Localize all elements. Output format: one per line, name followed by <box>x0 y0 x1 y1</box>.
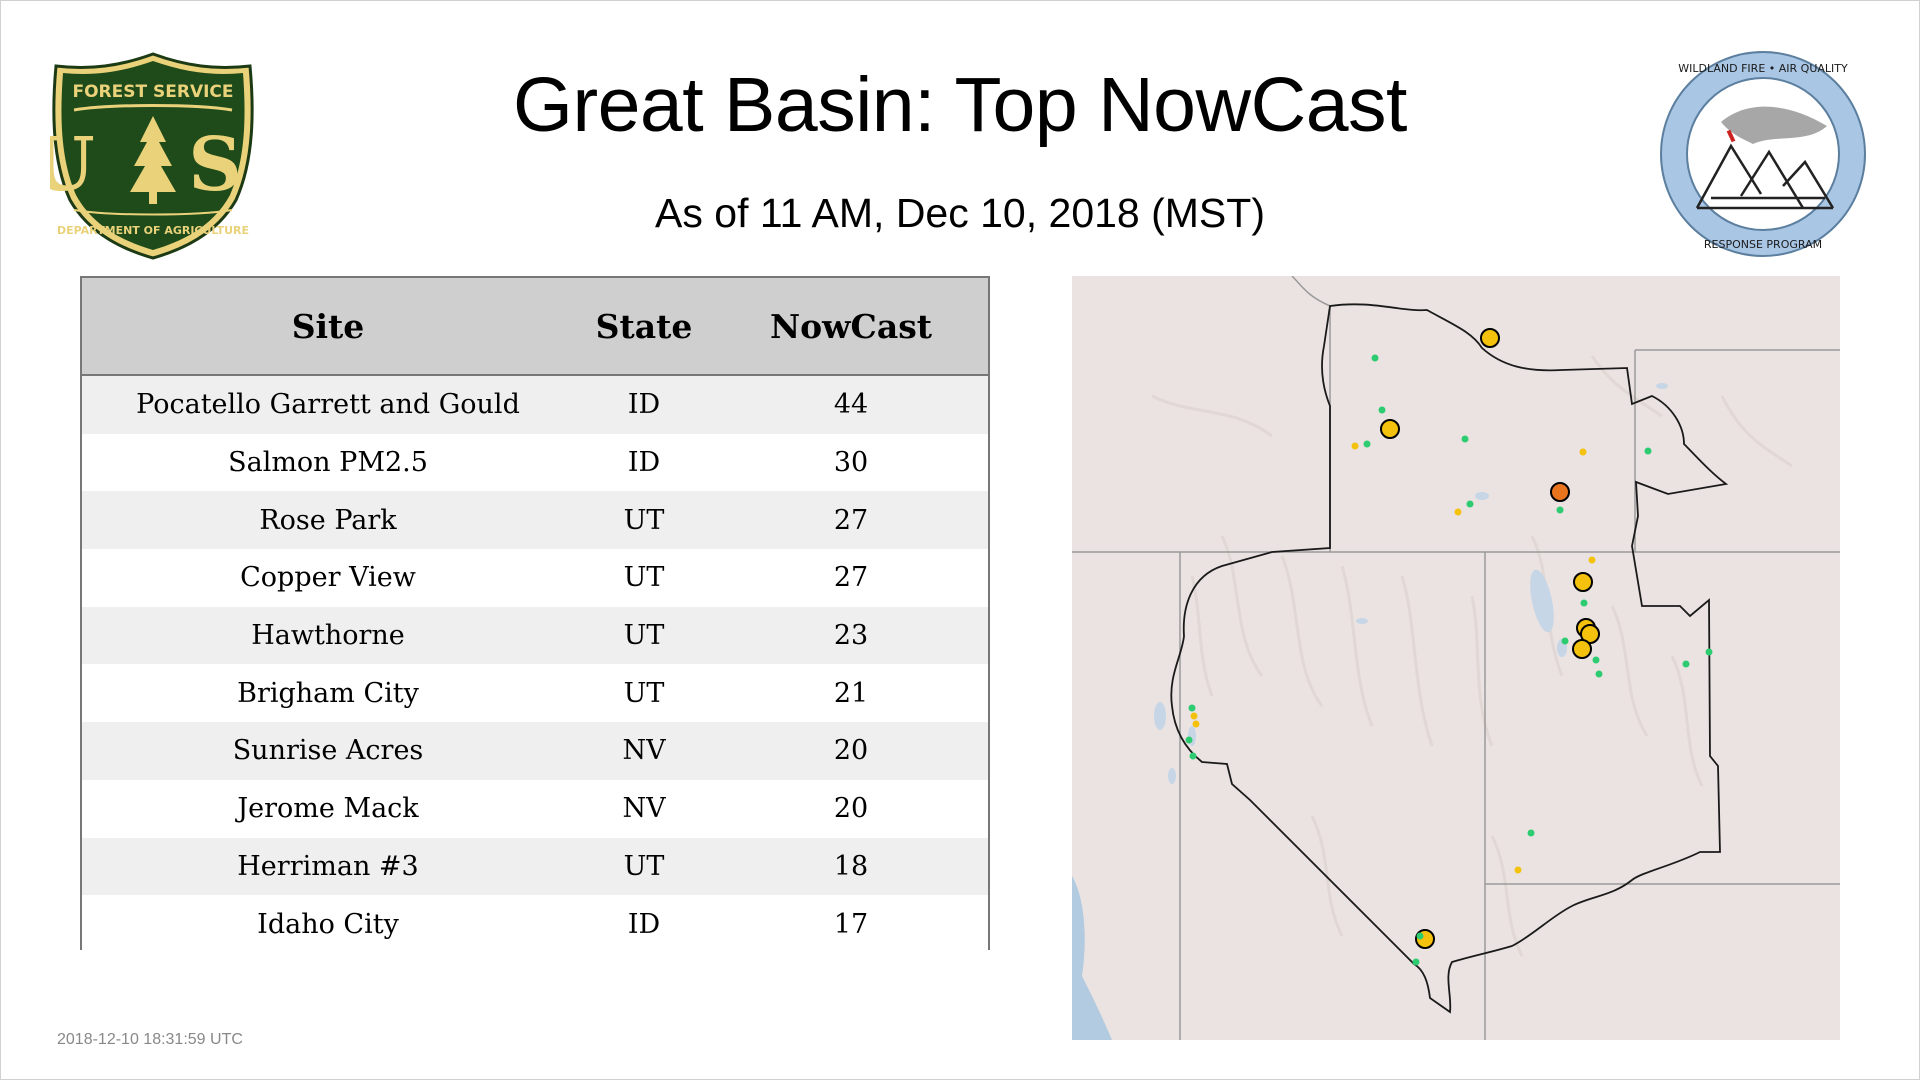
table-row: Jerome Mack NV 20 <box>82 779 988 838</box>
site-marker-small-moderate <box>1190 712 1198 720</box>
site-cell: Herriman #3 <box>237 850 419 882</box>
wfaq-top-text: WILDLAND FIRE • AIR QUALITY <box>1678 62 1848 75</box>
site-marker-moderate[interactable] <box>1480 328 1500 348</box>
site-marker-usg[interactable] <box>1550 482 1570 502</box>
site-marker-small-moderate <box>1579 448 1587 456</box>
site-marker-moderate[interactable] <box>1572 639 1592 659</box>
nowcast-cell: 20 <box>833 793 869 825</box>
nowcast-ranking-table: Site State NowCast Pocatello Garrett and… <box>80 276 990 953</box>
table-row: Copper View UT 27 <box>82 549 988 607</box>
nowcast-cell: 18 <box>833 850 869 882</box>
great-basin-boundary <box>1170 303 1729 1014</box>
site-marker-small-good <box>1561 637 1569 645</box>
table-row: Idaho City ID 17 <box>82 895 988 953</box>
nowcast-cell: 27 <box>833 562 869 594</box>
wfaq-bottom-text: RESPONSE PROGRAM <box>1704 238 1822 251</box>
table-row: Brigham City UT 21 <box>82 664 988 723</box>
nowcast-cell: 23 <box>833 620 869 652</box>
site-cell: Pocatello Garrett and Gould <box>136 389 520 421</box>
lakes <box>1154 383 1668 784</box>
site-marker-small-good <box>1412 958 1420 966</box>
site-marker-small-moderate <box>1588 556 1596 564</box>
state-cell: UT <box>623 620 665 652</box>
monitor-sites[interactable] <box>1185 328 1713 966</box>
nowcast-cell: 20 <box>833 735 869 767</box>
state-borders <box>1072 276 1840 1040</box>
timestamp: 2018-12-10 18:31:59 UTC <box>57 1031 243 1048</box>
site-marker-small-good <box>1592 656 1600 664</box>
table-header: Site State NowCast <box>82 278 988 376</box>
site-marker-small-good <box>1644 447 1652 455</box>
nowcast-cell: 17 <box>833 908 869 940</box>
page-title: Great Basin: Top NowCast <box>513 62 1407 148</box>
site-cell: Hawthorne <box>251 620 405 652</box>
mountain-icon <box>1695 143 1835 210</box>
state-cell: UT <box>623 504 665 536</box>
pacific-ocean <box>1072 876 1112 1040</box>
site-marker-small-good <box>1185 736 1193 744</box>
state-cell: UT <box>623 850 665 882</box>
site-marker-small-good <box>1416 932 1424 940</box>
site-cell: Brigham City <box>237 677 419 709</box>
nowcast-cell: 21 <box>833 677 869 709</box>
site-marker-small-good <box>1556 506 1564 514</box>
site-cell: Jerome Mack <box>237 793 419 825</box>
table-row: Pocatello Garrett and Gould ID 44 <box>82 376 988 434</box>
usfs-top-text: FOREST SERVICE <box>72 82 233 102</box>
site-marker-moderate[interactable] <box>1573 572 1593 592</box>
table-row: Salmon PM2.5 ID 30 <box>82 433 988 492</box>
state-cell: NV <box>622 793 666 825</box>
site-marker-small-good <box>1466 500 1474 508</box>
usfs-shield-logo: FOREST SERVICE U S DEPARTMENT OF AGRICUL… <box>50 52 254 260</box>
column-header-state: State <box>595 306 693 346</box>
state-cell: UT <box>623 562 665 594</box>
site-marker-small-good <box>1189 752 1197 760</box>
site-marker-small-good <box>1527 829 1535 837</box>
site-marker-small-good <box>1363 440 1371 448</box>
map-terrain <box>1072 276 1840 1040</box>
site-marker-small-moderate <box>1454 508 1462 516</box>
nowcast-cell: 44 <box>833 389 869 421</box>
site-cell: Idaho City <box>257 908 399 940</box>
site-cell: Rose Park <box>259 504 397 536</box>
table-row: Rose Park UT 27 <box>82 491 988 550</box>
site-cell: Salmon PM2.5 <box>228 447 428 479</box>
state-cell: ID <box>627 908 661 940</box>
site-marker-small-moderate <box>1192 720 1200 728</box>
site-marker-small-moderate <box>1351 442 1359 450</box>
table-body: Pocatello Garrett and Gould ID 44 Salmon… <box>82 376 988 953</box>
table-row: Hawthorne UT 23 <box>82 606 988 665</box>
site-marker-small-good <box>1595 670 1603 678</box>
great-basin-map[interactable] <box>1072 276 1840 1040</box>
nowcast-cell: 27 <box>833 504 869 536</box>
site-marker-small-good <box>1705 648 1713 656</box>
site-marker-moderate[interactable] <box>1380 419 1400 439</box>
state-cell: ID <box>627 389 661 421</box>
usfs-bottom-text: DEPARTMENT OF AGRICULTURE <box>57 224 249 237</box>
site-cell: Copper View <box>240 562 416 594</box>
state-cell: UT <box>623 677 665 709</box>
table-row: Herriman #3 UT 18 <box>82 837 988 896</box>
wfaq-program-logo: WILDLAND FIRE • AIR QUALITY RESPONSE PRO… <box>1660 51 1866 257</box>
column-header-nowcast: NowCast <box>769 306 933 346</box>
site-marker-small-good <box>1371 354 1379 362</box>
site-marker-small-good <box>1682 660 1690 668</box>
site-cell: Sunrise Acres <box>232 735 424 767</box>
site-marker-small-moderate <box>1514 866 1522 874</box>
table-row: Sunrise Acres NV 20 <box>82 722 988 780</box>
site-marker-small-good <box>1378 406 1386 414</box>
site-marker-small-good <box>1188 704 1196 712</box>
state-cell: NV <box>622 735 666 767</box>
site-marker-small-good <box>1461 435 1469 443</box>
nowcast-cell: 30 <box>833 447 869 479</box>
site-marker-small-good <box>1580 599 1588 607</box>
column-header-site: Site <box>291 306 365 346</box>
state-cell: ID <box>627 447 661 479</box>
page-subtitle: As of 11 AM, Dec 10, 2018 (MST) <box>655 190 1265 236</box>
pine-tree-icon <box>130 116 176 204</box>
